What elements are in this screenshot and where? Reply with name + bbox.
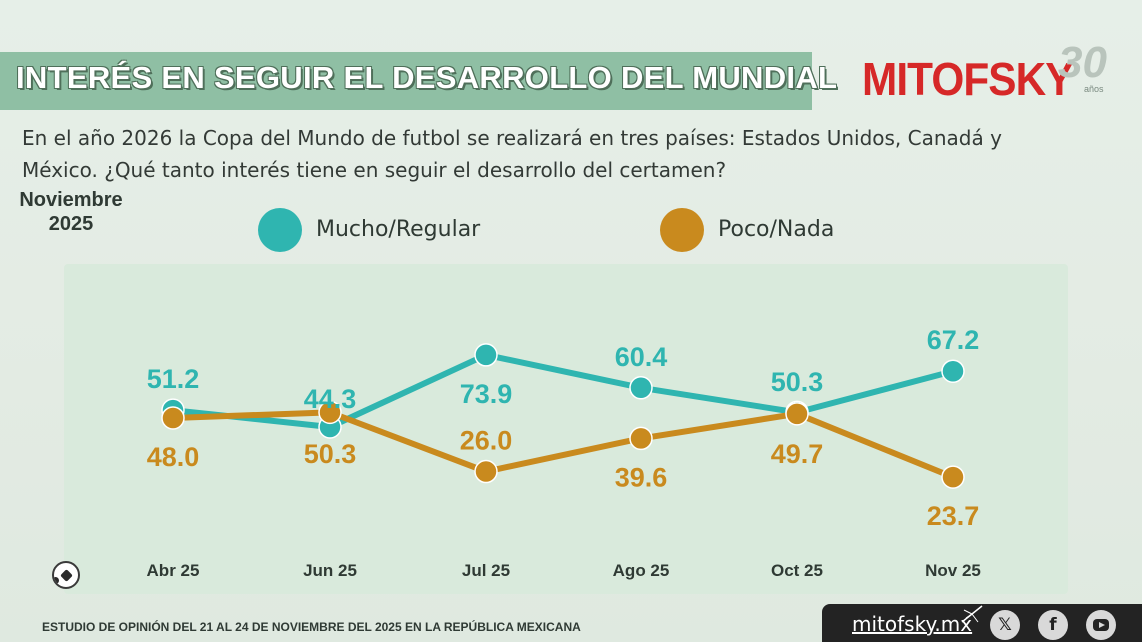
plot-panel xyxy=(64,264,1068,594)
data-point xyxy=(785,402,809,426)
soccer-ball-icon xyxy=(52,561,80,589)
study-note: ESTUDIO DE OPINIÓN DEL 21 AL 24 DE NOVIE… xyxy=(42,620,581,634)
survey-question: En el año 2026 la Copa del Mundo de futb… xyxy=(22,126,1002,182)
website-link[interactable]: mitofsky.mx xyxy=(852,612,973,636)
data-point xyxy=(941,465,965,489)
logo-wordmark: MITOFSKY xyxy=(862,53,1073,105)
legend-label: Poco/Nada xyxy=(718,217,835,242)
x-tick-label: Oct 25 xyxy=(771,561,823,580)
legend-swatch-teal xyxy=(258,208,302,252)
legend-swatch-gold xyxy=(660,208,704,252)
title-banner xyxy=(0,52,812,110)
data-label: 26.0 xyxy=(460,426,513,456)
data-point xyxy=(161,406,185,430)
youtube-icon[interactable] xyxy=(1086,610,1116,640)
data-label: 67.2 xyxy=(927,325,980,355)
data-label: 49.7 xyxy=(771,439,824,469)
series-line-poco-nada xyxy=(170,409,956,481)
data-label: 50.3 xyxy=(304,439,357,469)
series-line-mucho-regular xyxy=(170,351,956,430)
data-label: 44.3 xyxy=(304,384,357,414)
data-label: 39.6 xyxy=(615,462,668,492)
period-year: 2025 xyxy=(48,213,94,235)
data-label: 50.3 xyxy=(771,367,824,397)
facebook-icon[interactable]: f xyxy=(1038,610,1068,640)
data-point xyxy=(941,359,965,383)
period-month: Noviembre xyxy=(19,189,123,211)
data-point xyxy=(629,376,653,400)
logo-anniversary-number: 30 xyxy=(1058,38,1107,87)
data-label: 23.7 xyxy=(927,501,980,531)
data-point xyxy=(318,400,342,425)
x-tick-label: Jul 25 xyxy=(462,561,510,580)
data-point xyxy=(629,426,653,451)
logo-anniversary-unit: años xyxy=(1084,84,1104,94)
x-tick-label: Nov 25 xyxy=(925,561,981,580)
x-tick-label: Jun 25 xyxy=(303,561,357,580)
data-point xyxy=(474,343,498,367)
x-tick-label: Ago 25 xyxy=(613,561,670,580)
youtube-play-shape xyxy=(1093,619,1109,631)
data-point xyxy=(474,459,498,484)
data-label: 48.0 xyxy=(147,442,200,472)
x-icon[interactable]: 𝕏 xyxy=(990,610,1020,640)
page-title: INTERÉS EN SEGUIR EL DESARROLLO DEL MUND… xyxy=(16,60,838,95)
legend-label: Mucho/Regular xyxy=(316,217,481,242)
sparkle-icon xyxy=(961,605,983,623)
x-tick-label: Abr 25 xyxy=(147,561,200,580)
data-label: 51.2 xyxy=(147,364,200,394)
mitofsky-logo: MITOFSKY 30 años xyxy=(862,38,1124,105)
data-label: 60.4 xyxy=(615,342,668,372)
survey-period: Noviembre 2025 xyxy=(10,188,132,236)
data-label: 73.9 xyxy=(460,379,513,409)
